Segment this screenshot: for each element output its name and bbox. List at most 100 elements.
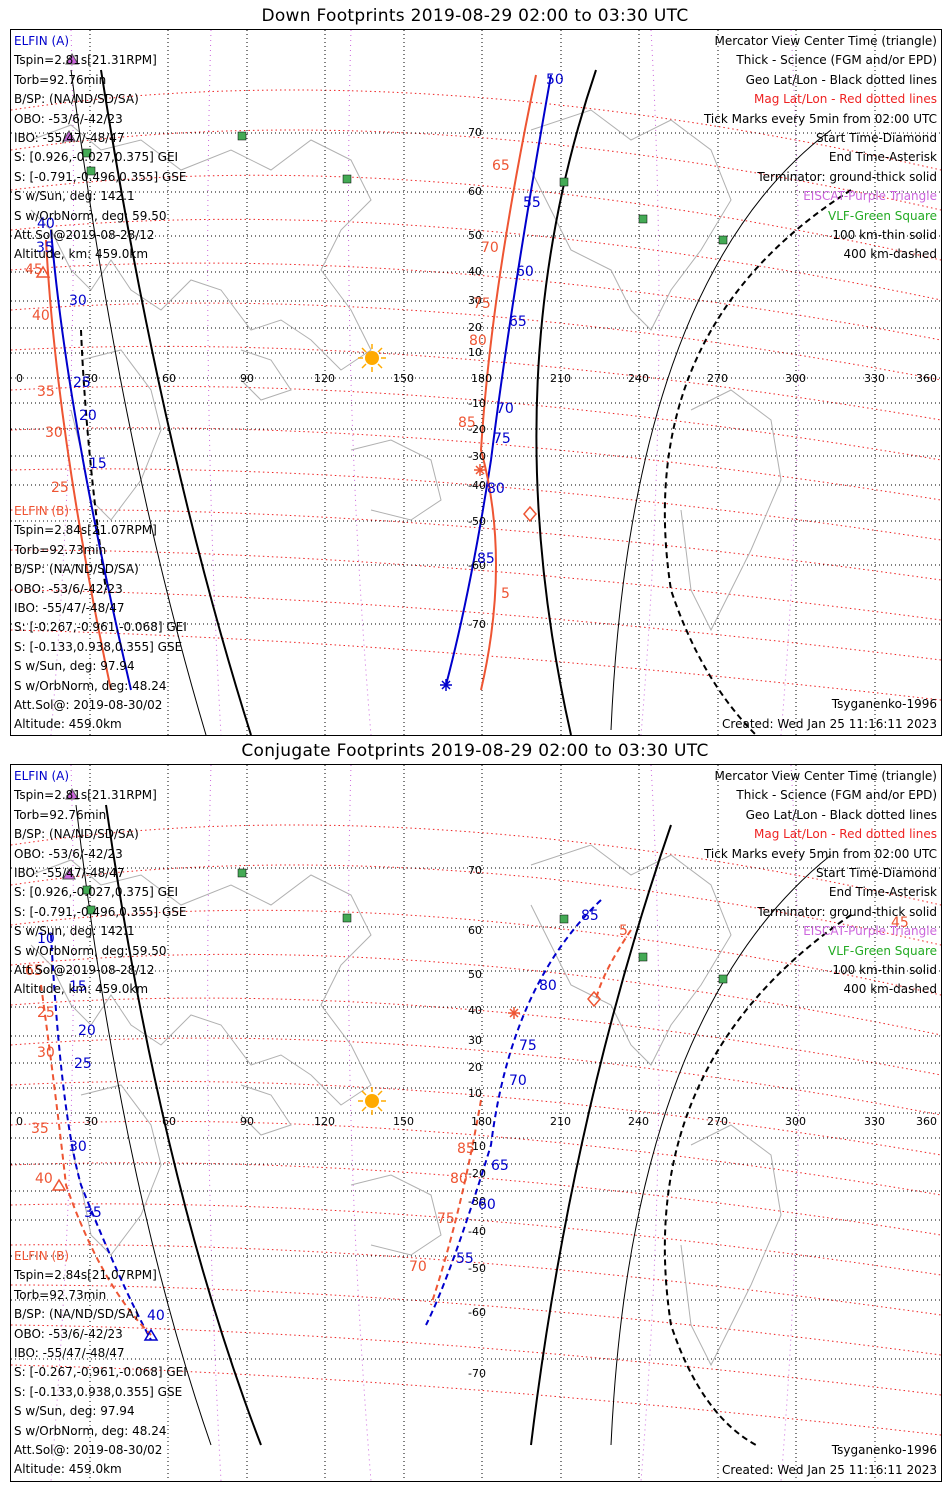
probe-b-line: Altitude: 459.0km bbox=[14, 717, 122, 732]
vlf-square-icon bbox=[559, 914, 569, 924]
lon-tick: 90 bbox=[240, 1115, 254, 1128]
probe-a-tick: 80 bbox=[487, 481, 505, 497]
probe-b-tick: 75 bbox=[437, 1211, 455, 1227]
vlf-square-icon bbox=[718, 235, 728, 245]
probe-b-tick: 40 bbox=[35, 1171, 53, 1187]
legend-item: Tick Marks every 5min from 02:00 UTC bbox=[703, 111, 937, 126]
probe-a-line: Att.Sol@2019-08-28/12 bbox=[14, 963, 155, 978]
probe-b-line: S: [-0.133,0.938,0.355] GSE bbox=[14, 639, 183, 654]
probe-a-tick: 30 bbox=[69, 1139, 87, 1155]
vlf-squares bbox=[82, 868, 728, 984]
lon-tick: 300 bbox=[785, 1115, 806, 1128]
start-diamond-icon bbox=[523, 505, 537, 523]
vlf-square-icon bbox=[559, 177, 569, 187]
down-panel-title: Down Footprints 2019-08-29 02:00 to 03:3… bbox=[261, 6, 689, 26]
probe-b-line: S w/Sun, deg: 97.94 bbox=[14, 659, 135, 674]
probe-a-name: ELFIN (A) bbox=[14, 769, 70, 783]
probe-a-tick: 35 bbox=[84, 1205, 102, 1221]
probe-b-tick: 5 bbox=[501, 586, 510, 602]
probe-a-line: IBO: -55/47/-48/47 bbox=[14, 866, 125, 881]
lat-tick: 50 bbox=[468, 968, 482, 981]
lat-tick: 50 bbox=[468, 229, 482, 242]
lat-tick: -20 bbox=[468, 423, 486, 436]
probe-a-tick: 50 bbox=[546, 72, 564, 88]
start-diamond-icon bbox=[587, 990, 601, 1008]
probe-a-tick: 40 bbox=[37, 216, 55, 232]
probe-a-tick: 65 bbox=[509, 314, 527, 330]
lat-tick: -40 bbox=[468, 1225, 486, 1238]
lat-tick: 10 bbox=[468, 346, 482, 359]
probe-b-line: OBO: -53/6/-42/23 bbox=[14, 1326, 123, 1341]
probe-a-line: S w/Sun, deg: 142.1 bbox=[14, 189, 135, 204]
probe-a-line: S: [-0.791,-0.496,0.355] GSE bbox=[14, 169, 187, 184]
vlf-square-icon bbox=[638, 214, 648, 224]
probe-b-tick: 5 bbox=[619, 923, 628, 939]
lon-tick: 210 bbox=[550, 372, 571, 385]
probe-a-tick: 55 bbox=[456, 1251, 474, 1267]
probe-b-tick: 65 bbox=[492, 158, 510, 174]
lon-tick: 0 bbox=[16, 1115, 23, 1128]
lon-tick: 150 bbox=[393, 372, 414, 385]
probe-b-line: Tspin=2.84s[21.07RPM] bbox=[14, 523, 157, 538]
lat-tick: -30 bbox=[468, 1195, 486, 1208]
vlf-square-icon bbox=[86, 166, 96, 176]
probe-a-tick: 70 bbox=[509, 1073, 527, 1089]
probe-a-line: Tspin=2.81s[21.31RPM] bbox=[14, 788, 157, 803]
terminator bbox=[70, 69, 852, 735]
probe-a-info: ELFIN (A) Tspin=2.81s[21.31RPM] Torb=92.… bbox=[14, 767, 187, 1000]
probe-a-line: S: [0.926,-0.027,0.375] GEI bbox=[14, 885, 179, 900]
vlf-square-icon bbox=[82, 885, 92, 895]
lon-tick: 120 bbox=[314, 372, 335, 385]
probe-a-tick: 85 bbox=[581, 908, 599, 924]
lat-tick: -60 bbox=[468, 559, 486, 572]
view-center-triangle-icon bbox=[35, 265, 51, 278]
probe-a-line: Torb=92.76min bbox=[14, 807, 107, 822]
vlf-square-icon bbox=[86, 905, 96, 915]
geo-grid bbox=[11, 30, 941, 735]
lat-tick: 40 bbox=[468, 1004, 482, 1017]
legend-item: Terminator: ground-thick solid bbox=[757, 904, 937, 919]
lon-tick: 90 bbox=[240, 372, 254, 385]
legend-item: EISCAT-Purple Triangle bbox=[803, 924, 937, 939]
vlf-square-icon bbox=[638, 952, 648, 962]
coastlines bbox=[30, 844, 782, 1367]
end-asterisk-icon bbox=[508, 1007, 520, 1019]
probe-a-line: IBO: -55/47/-48/47 bbox=[14, 131, 125, 146]
lat-tick: -60 bbox=[468, 1306, 486, 1319]
legend-item: 400 km-dashed bbox=[843, 982, 937, 997]
lat-tick: 30 bbox=[468, 294, 482, 307]
legend-item: Start Time-Diamond bbox=[815, 131, 937, 146]
view-center-triangle-icon bbox=[143, 1328, 159, 1341]
legend: Mercator View Center Time (triangle) Thi… bbox=[704, 32, 937, 265]
probe-b-line: B/SP: (NA/ND/SD/SA) bbox=[14, 1307, 139, 1322]
mag-grid bbox=[11, 89, 941, 701]
probe-b-tick: 35 bbox=[37, 384, 55, 400]
lon-tick: 180 bbox=[471, 1115, 492, 1128]
created-label: Created: Wed Jan 25 11:16:11 2023 bbox=[722, 717, 937, 731]
probe-b-tick: 25 bbox=[51, 480, 69, 496]
vlf-square-icon bbox=[718, 974, 728, 984]
probe-a-line: Tspin=2.81s[21.31RPM] bbox=[14, 53, 157, 68]
probe-b-line: S: [-0.133,0.938,0.355] GSE bbox=[14, 1384, 183, 1399]
legend-item: Mag Lat/Lon - Red dotted lines bbox=[753, 92, 937, 107]
legend-item: Mag Lat/Lon - Red dotted lines bbox=[753, 827, 937, 842]
probe-a-tick: 80 bbox=[539, 978, 557, 994]
lat-tick: -50 bbox=[468, 515, 486, 528]
lon-tick: 60 bbox=[162, 372, 176, 385]
probe-a-info: ELFIN (A) Tspin=2.81s[21.31RPM] Torb=92.… bbox=[14, 32, 187, 265]
lat-tick: -30 bbox=[468, 450, 486, 463]
end-asterisk-icon bbox=[440, 679, 452, 691]
mag-grid bbox=[11, 824, 941, 1436]
lat-tick: -20 bbox=[468, 1167, 486, 1180]
vlf-square-icon bbox=[342, 174, 352, 184]
probe-a-line: Altitude, km: 459.0km bbox=[14, 247, 149, 262]
probe-b-tick: 45 bbox=[25, 262, 43, 278]
lat-tick: 30 bbox=[468, 1034, 482, 1047]
lat-tick: -40 bbox=[468, 479, 486, 492]
legend: Mercator View Center Time (triangle) Thi… bbox=[704, 767, 937, 1000]
probe-a-line: B/SP: (NA/ND/SD/SA) bbox=[14, 92, 139, 107]
probe-b-tick: 65 bbox=[25, 963, 43, 979]
probe-a-line: S w/OrbNorm, deg: 59.50 bbox=[14, 943, 167, 958]
down-footprints-panel: 0 30 60 90 120 150 180 210 240 270 300 3… bbox=[10, 29, 942, 736]
probe-a-tick: 65 bbox=[491, 1158, 509, 1174]
